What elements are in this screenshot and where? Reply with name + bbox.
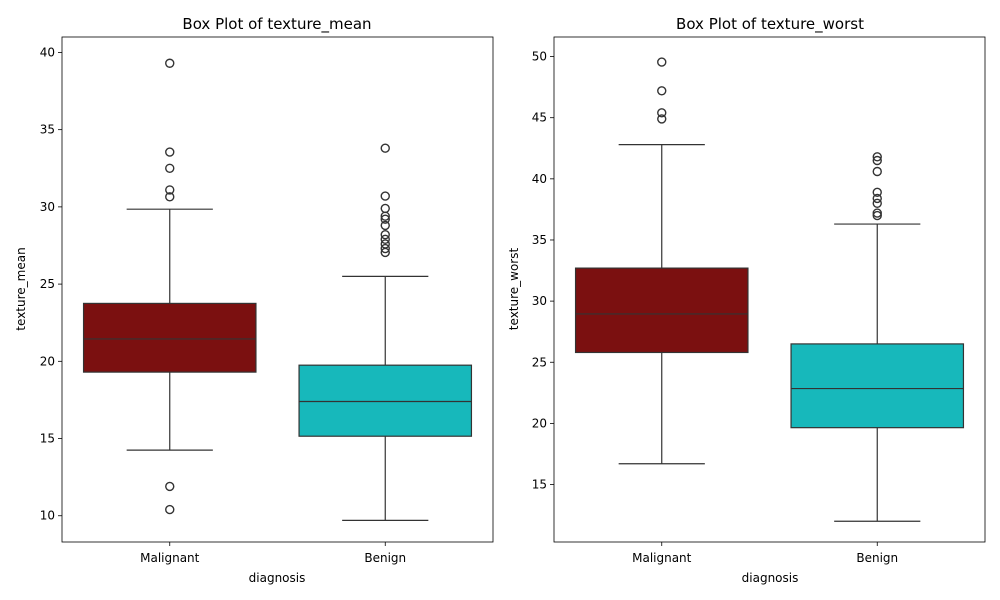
y-tick-label: 20 <box>40 354 55 368</box>
axes-frame <box>61 36 494 543</box>
y-tick-label: 35 <box>40 123 55 137</box>
plot-area <box>574 57 965 522</box>
chart-title: Box Plot of texture_mean <box>182 15 371 34</box>
outlier-point <box>380 191 390 201</box>
outlier-point <box>380 203 390 214</box>
y-tick-label: 15 <box>40 432 55 446</box>
outlier-point <box>380 220 390 231</box>
outlier-point <box>380 243 390 254</box>
box-malignant <box>574 57 749 465</box>
axes-frame <box>553 36 986 543</box>
outlier-point <box>165 163 175 173</box>
plot-area <box>82 58 473 521</box>
y-axis-label: texture_mean <box>14 247 28 330</box>
y-tick-label: 40 <box>40 45 55 59</box>
outlier-point <box>872 155 882 166</box>
iqr-box <box>790 343 965 429</box>
outlier-point <box>380 229 390 240</box>
box-benign <box>790 152 965 522</box>
outlier-point <box>380 143 390 153</box>
outlier-point <box>165 185 175 195</box>
outlier-point <box>657 57 667 67</box>
iqr-box <box>574 267 749 354</box>
y-tick-label: 35 <box>532 233 547 247</box>
outlier-point <box>872 193 882 204</box>
outlier-point <box>380 214 390 224</box>
y-tick-label: 30 <box>40 200 55 214</box>
outlier-point <box>165 481 175 492</box>
outlier-point <box>872 198 882 208</box>
texture-mean-panel: Box Plot of texture_mean diagnosis textu… <box>14 15 494 585</box>
outlier-point <box>872 187 882 197</box>
outlier-point <box>165 192 175 202</box>
x-tick-label: Malignant <box>140 551 200 565</box>
outlier-point <box>165 58 175 68</box>
outlier-point <box>380 211 390 221</box>
x-tick-label: Benign <box>856 551 898 565</box>
outlier-point <box>165 504 175 515</box>
outlier-point <box>657 114 667 124</box>
iqr-box <box>82 302 257 373</box>
y-tick-label: 25 <box>40 277 55 291</box>
box-benign <box>298 143 473 521</box>
y-tick-label: 50 <box>532 50 547 64</box>
x-tick-label: Benign <box>364 551 406 565</box>
y-tick-label: 15 <box>532 478 547 492</box>
y-tick-label: 25 <box>532 355 547 369</box>
y-tick-label: 45 <box>532 111 547 125</box>
x-axis-label: diagnosis <box>249 571 306 585</box>
y-axis-label: texture_worst <box>507 248 521 331</box>
outlier-point <box>380 234 390 245</box>
y-tick-label: 30 <box>532 294 547 308</box>
outlier-point <box>380 247 390 258</box>
outlier-point <box>872 152 882 162</box>
x-tick-label: Malignant <box>632 551 692 565</box>
outlier-point <box>657 86 667 96</box>
y-tick-label: 10 <box>40 509 55 523</box>
outlier-point <box>872 210 882 221</box>
chart-title: Box Plot of texture_worst <box>676 15 864 34</box>
x-axis-label: diagnosis <box>742 571 799 585</box>
iqr-box <box>298 364 473 437</box>
y-tick-label: 20 <box>532 416 547 430</box>
texture-worst-panel: Box Plot of texture_worst diagnosis text… <box>507 15 986 585</box>
box-malignant <box>82 58 257 515</box>
outlier-point <box>872 166 882 177</box>
outlier-point <box>657 108 667 118</box>
y-tick-label: 40 <box>532 172 547 186</box>
outlier-point <box>165 147 175 157</box>
